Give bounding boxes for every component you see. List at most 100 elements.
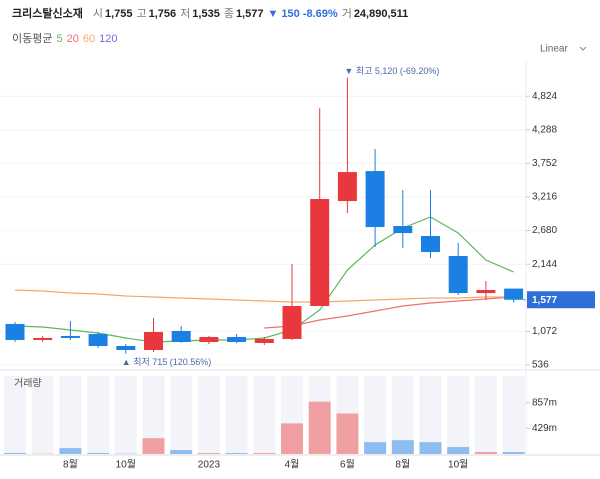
- x-tick-label: 8월: [395, 459, 410, 471]
- quote-value: 1,756: [148, 8, 177, 20]
- x-tick-label: 4월: [285, 459, 300, 471]
- volume-bar: [4, 453, 26, 454]
- current-price-label: 1,577: [532, 295, 557, 306]
- x-tick-label: 2023: [198, 460, 221, 471]
- volume-tick-label: 857m: [532, 397, 557, 408]
- candle-body: [448, 255, 468, 294]
- candle-body: [33, 337, 53, 340]
- moving-average-legend: 이동평균 5 20 60 120: [12, 30, 121, 46]
- candle-body: [504, 288, 524, 300]
- x-tick-label: 8월: [63, 459, 78, 471]
- quote-label: 거: [341, 8, 352, 20]
- y-tick-label: 4,288: [532, 124, 557, 135]
- y-tick-label: 3,752: [532, 158, 557, 169]
- quote-value: 1,577: [235, 8, 264, 20]
- volume-bar: [391, 440, 414, 454]
- current-price-box: [527, 291, 595, 309]
- volume-column-bg: [364, 376, 387, 454]
- x-tick-label: 10월: [448, 459, 468, 471]
- ma-legend-item[interactable]: 60: [82, 33, 96, 45]
- volume-column-bg: [419, 376, 442, 454]
- volume-bar: [474, 452, 497, 454]
- volume-bar: [419, 442, 442, 454]
- candle-body: [88, 334, 108, 346]
- low-annotation: ▲ 최저 715 (120.56%): [122, 357, 212, 367]
- volume-bar: [225, 453, 248, 454]
- volume-bar: [336, 413, 359, 454]
- ma-legend-title: 이동평균: [12, 33, 53, 45]
- volume-column-bg: [225, 376, 248, 454]
- candle-body: [116, 345, 136, 351]
- volume-title: 거래량: [14, 378, 42, 390]
- volume-column-bg: [31, 376, 54, 454]
- quote-label: 시: [92, 8, 103, 20]
- x-tick-label: 6월: [340, 459, 355, 471]
- quote-label: 종: [223, 8, 234, 20]
- candle-body: [476, 290, 496, 294]
- volume-bar: [197, 453, 220, 454]
- high-annotation: ▼ 최고 5,120 (-69.20%): [344, 66, 439, 76]
- moving-average-line: [264, 296, 514, 329]
- ma-legend-item[interactable]: 20: [66, 33, 79, 45]
- quote-value: 24,890,511: [353, 8, 409, 20]
- candle-body: [5, 323, 25, 340]
- volume-bar: [142, 438, 165, 454]
- candle-body: [365, 171, 385, 228]
- volume-bar: [502, 452, 525, 454]
- volume-bar: [87, 453, 110, 454]
- scale-mode-dropdown[interactable]: Linear: [540, 44, 568, 55]
- volume-column-bg: [87, 376, 110, 454]
- candle-body: [337, 172, 357, 202]
- candle-body: [60, 335, 80, 338]
- y-tick-label: 2,680: [532, 225, 557, 236]
- volume-column-bg: [197, 376, 220, 454]
- volume-bar: [59, 448, 82, 454]
- candle-body: [144, 332, 163, 351]
- volume-column-bg: [114, 376, 137, 454]
- volume-bar: [308, 401, 331, 454]
- volume-bar: [253, 453, 276, 454]
- quote-header: 크리스탈신소재 시 1,755 고 1,756 저 1,535 종 1,577 ▼ 150 -8.…: [12, 5, 408, 21]
- y-tick-label: 536: [532, 360, 549, 371]
- candle-body: [310, 199, 330, 307]
- quote-label: 저: [180, 8, 191, 20]
- ma-legend-item[interactable]: 120: [99, 33, 118, 45]
- volume-bar: [281, 423, 303, 454]
- quote-value: 1,535: [192, 8, 220, 20]
- candle-body: [421, 235, 440, 253]
- dropdown-chevron: [579, 46, 587, 51]
- quote-label: 고: [136, 8, 147, 20]
- volume-column-bg: [391, 376, 414, 454]
- stock-name: 크리스탈신소재: [12, 8, 83, 20]
- candle-body: [282, 306, 302, 339]
- ma-legend-item[interactable]: 5: [56, 33, 63, 45]
- volume-column-bg: [59, 376, 82, 454]
- candle-body: [227, 336, 247, 342]
- volume-column-bg: [474, 376, 497, 454]
- volume-column-bg: [170, 376, 193, 454]
- volume-bar: [170, 450, 193, 454]
- volume-bar: [364, 442, 387, 454]
- candle-body: [254, 338, 274, 343]
- y-tick-label: 3,216: [532, 192, 557, 203]
- moving-average-line: [14, 289, 514, 303]
- y-tick-label: 2,144: [532, 259, 557, 270]
- moving-average-line: [14, 216, 514, 343]
- volume-tick-label: 429m: [532, 423, 557, 434]
- volume-column-bg: [4, 376, 26, 454]
- y-tick-label: 4,824: [532, 91, 557, 102]
- quote-change: ▼ 150 -8.69%: [267, 8, 338, 20]
- volume-column-bg: [502, 376, 525, 454]
- volume-column-bg: [142, 376, 165, 454]
- candle-body: [171, 331, 191, 342]
- volume-column-bg: [253, 376, 276, 454]
- volume-column-bg: [447, 376, 470, 454]
- y-tick-label: 1,072: [532, 326, 557, 337]
- candle-body: [199, 336, 219, 342]
- x-tick-label: 10월: [116, 459, 136, 471]
- candle-body: [393, 226, 413, 234]
- volume-bar: [447, 447, 470, 454]
- quote-value: 1,755: [104, 8, 133, 20]
